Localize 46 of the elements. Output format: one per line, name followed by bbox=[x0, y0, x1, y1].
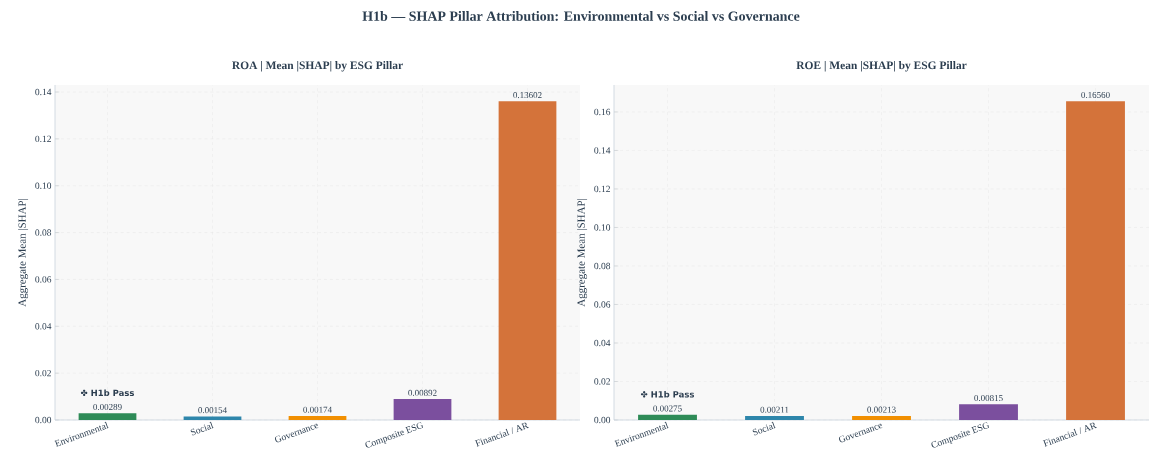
data-label: 0.00211 bbox=[760, 406, 789, 413]
y-tick-label: 0.14 bbox=[35, 88, 52, 96]
data-label: 0.00174 bbox=[303, 406, 332, 413]
data-label: 0.00154 bbox=[198, 407, 227, 414]
y-tick-label: 0.16 bbox=[594, 108, 611, 116]
annotation: ✤ H1b Pass bbox=[640, 390, 695, 398]
bar bbox=[183, 416, 242, 420]
bar bbox=[1066, 101, 1125, 420]
data-label: 0.16560 bbox=[1081, 91, 1110, 98]
y-axis-title: Aggregate Mean |SHAP| bbox=[18, 199, 29, 307]
chart-title: H1b — SHAP Pillar Attribution: Environmental vs Social vs Governance bbox=[362, 11, 800, 21]
y-tick-label: 0.06 bbox=[594, 301, 611, 308]
y-tick-label: 0.06 bbox=[35, 276, 52, 283]
y-axis-title: Aggregate Mean |SHAP| bbox=[577, 199, 588, 307]
y-tick-label: 0.02 bbox=[594, 378, 610, 385]
bar bbox=[498, 101, 557, 420]
bar bbox=[959, 404, 1018, 420]
y-tick-label: 0.10 bbox=[594, 224, 611, 231]
y-tick-label: 0.00 bbox=[594, 416, 611, 424]
x-tick-label: Social bbox=[190, 421, 214, 436]
data-label: 0.00275 bbox=[653, 405, 682, 412]
y-tick-label: 0.04 bbox=[35, 323, 52, 330]
data-label: 0.00289 bbox=[93, 403, 122, 411]
bar bbox=[638, 414, 697, 420]
data-label: 0.00213 bbox=[867, 406, 896, 413]
chart-subtitle: ROE | Mean |SHAP| by ESG Pillar bbox=[796, 61, 967, 72]
bar bbox=[393, 399, 452, 420]
bar bbox=[852, 415, 911, 420]
y-tick-label: 0.12 bbox=[35, 135, 51, 143]
annotation: ✤ H1b Pass bbox=[80, 389, 135, 397]
y-tick-label: 0.12 bbox=[594, 185, 610, 193]
y-tick-label: 0.08 bbox=[594, 262, 611, 270]
y-tick-label: 0.04 bbox=[594, 339, 611, 347]
y-tick-label: 0.14 bbox=[594, 147, 611, 154]
bar bbox=[745, 415, 804, 420]
y-tick-label: 0.08 bbox=[35, 229, 52, 236]
y-tick-label: 0.02 bbox=[35, 369, 51, 377]
x-tick-label: Social bbox=[752, 421, 776, 436]
y-tick-label: 0.10 bbox=[35, 182, 52, 189]
y-tick-label: 0.00 bbox=[35, 416, 52, 424]
bar bbox=[288, 415, 347, 420]
chart-subtitle: ROA | Mean |SHAP| by ESG Pillar bbox=[232, 61, 403, 72]
bar bbox=[78, 413, 137, 420]
data-label: 0.13602 bbox=[513, 92, 542, 99]
data-label: 0.00815 bbox=[974, 395, 1003, 402]
data-label: 0.00892 bbox=[408, 389, 437, 396]
